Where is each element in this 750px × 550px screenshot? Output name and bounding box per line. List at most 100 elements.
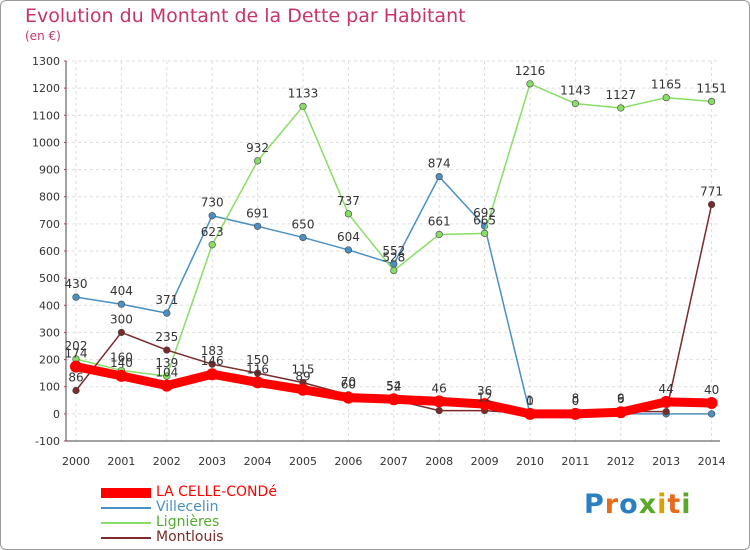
data-point — [662, 94, 670, 102]
data-label: 146 — [201, 354, 224, 368]
data-label: 9 — [617, 391, 625, 405]
data-label: 46 — [432, 381, 447, 395]
y-tick-label: 1000 — [32, 136, 60, 149]
data-point — [478, 398, 491, 411]
data-label: 300 — [110, 312, 133, 326]
x-tick-label: 2004 — [244, 455, 272, 468]
data-label: 371 — [155, 293, 178, 307]
data-point — [208, 360, 216, 368]
chart-title: Evolution du Montant de la Dette par Hab… — [25, 5, 466, 27]
x-tick-label: 2008 — [425, 455, 453, 468]
data-point — [208, 212, 216, 220]
data-label: 86 — [68, 371, 83, 385]
data-point — [115, 369, 128, 382]
x-tick-label: 2013 — [652, 455, 680, 468]
data-point — [707, 97, 716, 106]
proxiti-logo: Proxiti — [584, 489, 692, 520]
data-label: 623 — [201, 225, 224, 239]
y-tick-label: 400 — [39, 299, 60, 312]
x-tick-label: 2002 — [153, 455, 181, 468]
y-tick-label: 1200 — [32, 82, 60, 95]
legend-label-montlouis: Montlouis — [156, 529, 224, 545]
data-label: 874 — [428, 157, 451, 171]
data-label: 650 — [292, 217, 315, 231]
data-label: 36 — [477, 384, 492, 398]
data-point — [342, 391, 355, 404]
x-tick-label: 2009 — [471, 455, 499, 468]
y-tick-label: 100 — [39, 381, 60, 394]
data-point — [707, 200, 716, 209]
logo-letter-r: r — [604, 489, 620, 520]
x-tick-label: 2003 — [198, 455, 226, 468]
data-point — [707, 410, 716, 418]
data-label: 932 — [246, 141, 269, 155]
data-label: 528 — [382, 251, 405, 265]
data-point — [117, 300, 125, 308]
logo-letter-t: t — [667, 489, 682, 520]
data-point — [163, 346, 171, 354]
y-tick-label: 700 — [39, 218, 60, 231]
y-tick-label: 1100 — [32, 109, 60, 122]
legend-swatch-la-celle-conde — [101, 488, 151, 498]
data-point — [526, 80, 534, 88]
data-point — [390, 266, 398, 275]
data-label: 116 — [246, 362, 269, 376]
data-point — [524, 407, 536, 420]
data-point — [481, 229, 489, 237]
data-point — [344, 210, 353, 218]
y-tick-label: 200 — [39, 354, 60, 367]
data-label: 140 — [110, 356, 133, 370]
data-point — [297, 383, 309, 396]
data-point — [571, 100, 580, 108]
data-label: 60 — [341, 378, 356, 392]
data-point — [433, 395, 446, 408]
y-tick-label: 900 — [39, 164, 60, 177]
x-tick-label: 2006 — [334, 455, 362, 468]
data-label: 54 — [386, 379, 401, 393]
legend-swatch-lignieres — [101, 522, 151, 524]
data-label: 737 — [337, 194, 360, 208]
data-point — [208, 241, 216, 249]
data-label: 174 — [65, 347, 88, 361]
data-label: 665 — [473, 213, 496, 227]
y-tick-label: 1300 — [32, 55, 60, 68]
data-point — [251, 376, 264, 389]
legend-swatch-montlouis — [101, 537, 151, 539]
y-tick-label: 300 — [39, 326, 60, 339]
data-label: 8 — [572, 392, 580, 406]
x-tick-label: 2007 — [380, 455, 408, 468]
data-point — [206, 368, 219, 381]
data-point — [70, 360, 82, 373]
x-tick-label: 2010 — [516, 455, 544, 468]
data-label: 183 — [201, 344, 224, 358]
x-tick-label: 2000 — [62, 455, 90, 468]
data-point — [160, 379, 173, 392]
data-label: 1143 — [560, 84, 591, 98]
logo-letter-p: P — [584, 489, 605, 520]
data-point — [72, 293, 80, 301]
data-point — [387, 393, 400, 406]
x-tick-label: 2005 — [289, 455, 317, 468]
x-tick-label: 2012 — [607, 455, 635, 468]
data-label: 691 — [246, 206, 269, 220]
x-tick-label: 2011 — [561, 455, 589, 468]
data-point — [662, 408, 670, 416]
data-label: 202 — [65, 339, 88, 353]
x-tick-label: 2014 — [698, 455, 726, 468]
data-label: 0 — [526, 394, 534, 408]
y-tick-label: 800 — [39, 191, 60, 204]
data-point — [254, 157, 262, 165]
logo-letter-o: o — [619, 489, 639, 520]
data-point — [72, 386, 80, 395]
x-tick-label: 2001 — [107, 455, 135, 468]
legend-label-lignieres: Lignières — [156, 514, 220, 530]
data-label: 70 — [341, 375, 356, 389]
data-point — [660, 395, 673, 408]
data-label: 1127 — [606, 88, 637, 102]
data-label: 104 — [155, 366, 178, 380]
data-label: 661 — [428, 214, 451, 228]
data-point — [163, 372, 171, 380]
legend-swatch-villecelin — [101, 507, 151, 509]
data-point — [299, 102, 307, 110]
